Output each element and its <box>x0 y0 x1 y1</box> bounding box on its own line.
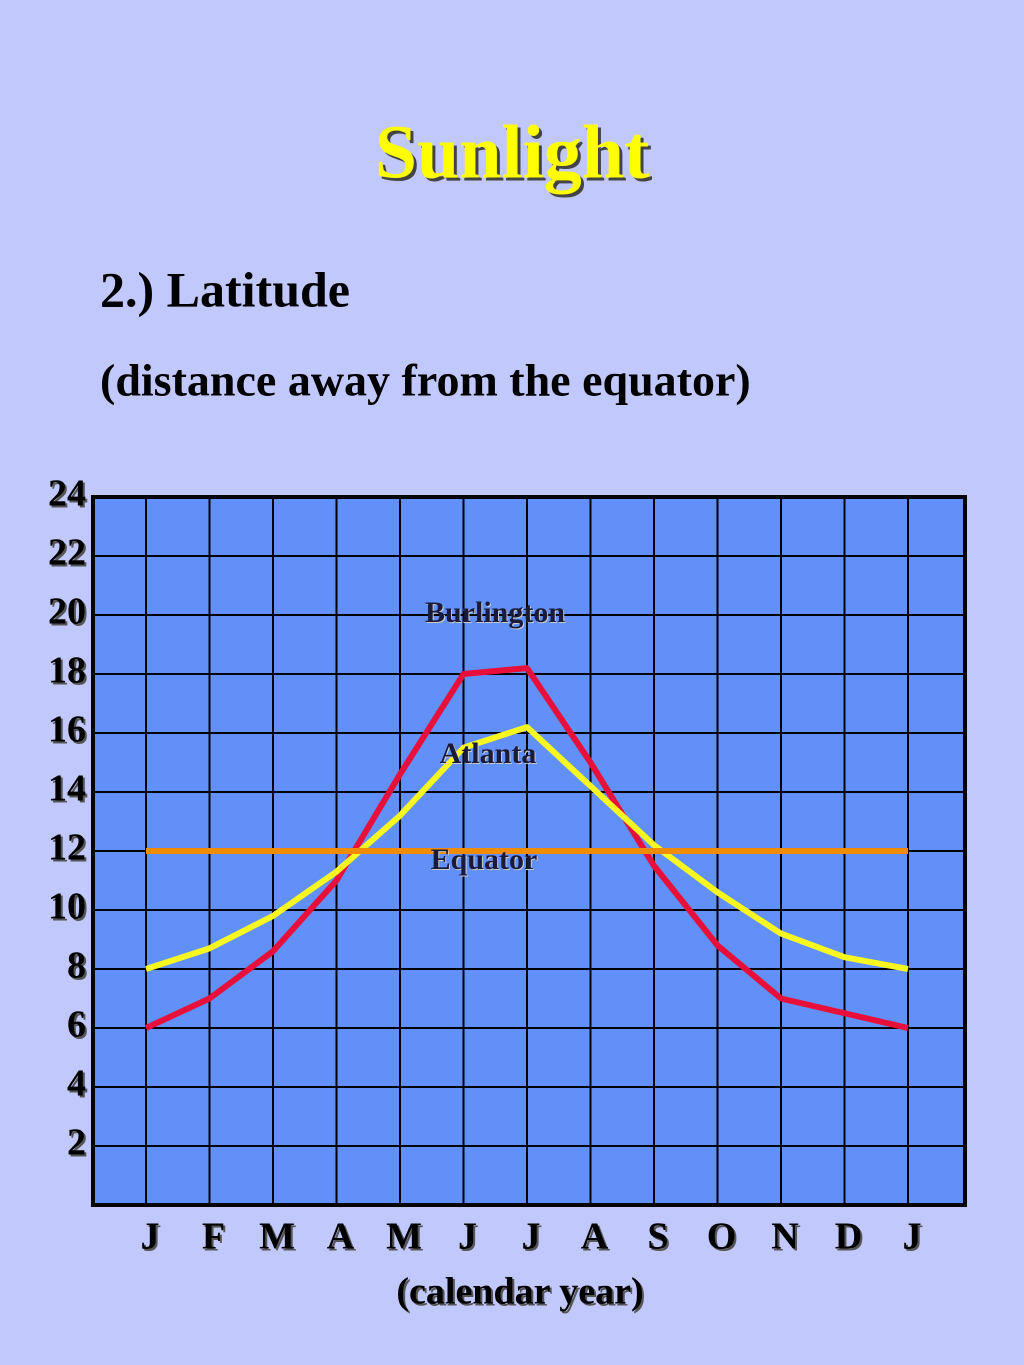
x-tick-label: M <box>259 1216 295 1258</box>
x-tick-label: A <box>327 1216 355 1258</box>
x-tick-label: J <box>522 1216 541 1258</box>
y-tick-label: 2 <box>67 1122 86 1164</box>
x-tick-label: F <box>202 1216 225 1258</box>
x-tick-label: J <box>141 1216 160 1258</box>
x-tick-label: M <box>386 1216 422 1258</box>
y-tick-label: 4 <box>67 1063 86 1105</box>
x-tick-label: S <box>647 1216 668 1258</box>
y-tick-label: 16 <box>48 709 86 751</box>
x-tick-label: J <box>903 1216 922 1258</box>
x-tick-label: J <box>458 1216 477 1258</box>
y-tick-label: 8 <box>67 945 86 987</box>
y-tick-label: 20 <box>48 591 86 633</box>
series-label: Burlington <box>425 596 565 629</box>
x-tick-label: O <box>707 1216 737 1258</box>
line-series <box>145 724 909 972</box>
subtitle: 2.) Latitude <box>100 261 350 317</box>
series-label: Equator <box>431 843 538 876</box>
subtitle: (distance away from the equator) <box>100 355 751 406</box>
line-series <box>144 665 909 1031</box>
y-tick-label: 10 <box>48 886 86 928</box>
x-tick-label: D <box>835 1216 862 1258</box>
y-tick-label: 14 <box>48 768 86 810</box>
x-tick-label: A <box>581 1216 609 1258</box>
x-axis-label: (calendar year) <box>396 1271 643 1313</box>
y-tick-label: 6 <box>67 1004 86 1046</box>
y-tick-label: 12 <box>48 827 86 869</box>
y-tick-label: 18 <box>48 650 86 692</box>
y-tick-label: 22 <box>48 532 86 574</box>
chart-title: Sunlight <box>375 110 650 194</box>
series-label: Atlanta <box>440 737 537 770</box>
x-tick-label: N <box>771 1216 798 1258</box>
y-tick-label: 24 <box>48 473 86 515</box>
